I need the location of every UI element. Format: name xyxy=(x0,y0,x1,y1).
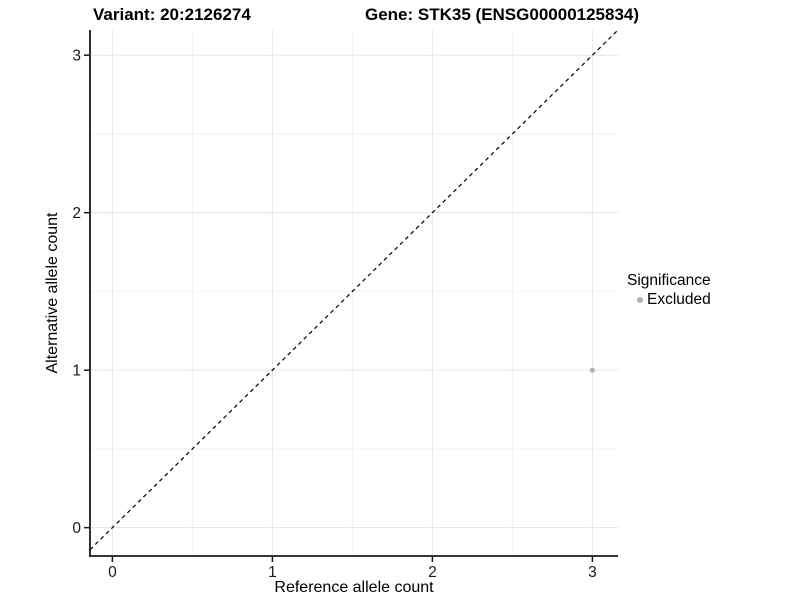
x-tick-label: 3 xyxy=(588,564,597,581)
legend-item-label: Excluded xyxy=(647,291,711,308)
y-tick-label: 1 xyxy=(72,363,81,380)
y-tick-label: 3 xyxy=(72,48,81,65)
plot-title-variant: Variant: 20:2126274 xyxy=(93,5,251,24)
x-tick-label: 2 xyxy=(428,564,437,581)
x-tick-label: 1 xyxy=(268,564,277,581)
y-axis-title: Alternative allele count xyxy=(44,212,61,374)
legend: Significance Excluded xyxy=(627,271,711,309)
x-axis-title: Reference allele count xyxy=(274,579,434,596)
data-point xyxy=(589,367,596,373)
y-tick-label: 0 xyxy=(72,520,81,537)
y-tick-label: 2 xyxy=(72,205,81,222)
x-tick-label: 0 xyxy=(108,564,117,581)
legend-item-excluded: Excluded xyxy=(627,290,711,309)
legend-title: Significance xyxy=(627,272,711,289)
plot-title-gene: Gene: STK35 (ENSG00000125834) xyxy=(365,5,640,24)
identity-line xyxy=(89,29,619,551)
legend-point-icon xyxy=(637,296,643,303)
